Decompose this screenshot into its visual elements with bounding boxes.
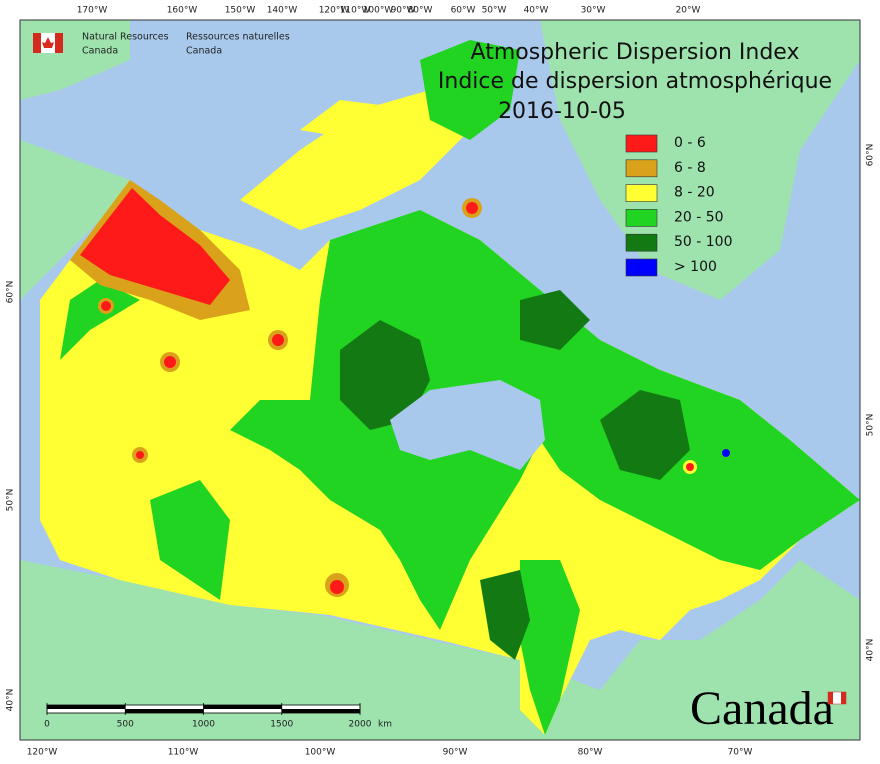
flag-band <box>33 33 41 53</box>
scale-label: 0 <box>44 720 50 730</box>
latitude-label: 50°N <box>866 414 876 437</box>
dark-green-zone <box>520 290 590 350</box>
scale-bar-segment <box>47 705 126 709</box>
hot-spot <box>101 301 111 311</box>
hot-spot <box>136 451 144 459</box>
arctic-islands <box>300 100 380 140</box>
hot-spot <box>272 334 284 346</box>
legend-label: 6 - 8 <box>674 160 706 176</box>
longitude-label: 150°W <box>225 6 256 16</box>
longitude-label: 170°W <box>77 6 108 16</box>
legend-swatch <box>625 209 658 227</box>
green-zone <box>520 560 580 735</box>
agency-en: Canada <box>82 46 118 57</box>
scale-label: 500 <box>117 720 134 730</box>
latitude-label: 40°N <box>6 689 16 712</box>
latitude-label: 50°N <box>6 489 16 512</box>
hot-spot <box>330 580 344 594</box>
greenland <box>540 20 860 300</box>
longitude-label: 20°W <box>676 6 701 16</box>
legend-swatch <box>625 184 658 202</box>
longitude-label: 120°W <box>27 748 58 758</box>
longitude-label: 60°W <box>451 6 476 16</box>
longitude-label: 100°W <box>305 748 336 758</box>
legend-label: > 100 <box>674 259 717 275</box>
longitude-label: 80°W <box>578 748 603 758</box>
wordmark-flag <box>828 692 833 704</box>
legend-swatch <box>625 258 658 277</box>
scale-bar-segment <box>203 705 282 709</box>
hudson-bay <box>390 380 545 470</box>
longitude-label: 40°W <box>524 6 549 16</box>
longitude-label: 50°W <box>482 6 507 16</box>
longitude-label: 80°W <box>408 6 433 16</box>
green-zone <box>230 210 860 630</box>
scale-bar-segment <box>281 709 360 713</box>
green-zone <box>420 40 520 140</box>
hot-spot <box>164 356 176 368</box>
scale-label: 1000 <box>192 720 215 730</box>
flag-leaf <box>42 37 54 48</box>
longitude-label: 120°W <box>319 6 350 16</box>
scale-label: 2000 <box>349 720 372 730</box>
frame <box>19 19 861 741</box>
hot-spot <box>466 202 478 214</box>
longitude-label: 140°W <box>267 6 298 16</box>
hot-spot <box>686 463 694 471</box>
wordmark-flag <box>841 692 846 704</box>
date: 2016-10-05 <box>498 99 626 124</box>
red-zone <box>80 188 230 305</box>
longitude-label: 70°W <box>728 748 753 758</box>
longitude-label: 100°W <box>363 6 394 16</box>
legend-label: 50 - 100 <box>674 234 733 250</box>
scale-unit: km <box>378 720 392 730</box>
legend-swatch <box>625 233 658 252</box>
legend-label: 8 - 20 <box>674 185 715 201</box>
latitude-label: 60°N <box>6 281 16 304</box>
scale-bar-segment <box>125 709 204 713</box>
dark-green-zone <box>480 570 530 660</box>
green-zone <box>150 480 230 600</box>
agency-en: Natural Resources <box>82 32 169 43</box>
agency-fr: Canada <box>186 46 222 57</box>
longitude-label: 110°W <box>340 6 371 16</box>
hot-spots <box>98 198 730 597</box>
legend-label: 20 - 50 <box>674 209 724 225</box>
wordmark: Canada <box>690 682 834 735</box>
dark-green-zone <box>340 320 430 430</box>
green-zone <box>60 280 140 360</box>
latitude-label: 60°N <box>866 144 876 167</box>
longitude-label: 110°W <box>168 748 199 758</box>
alaska <box>20 140 130 300</box>
flag-band <box>55 33 63 53</box>
agency-fr: Ressources naturelles <box>186 32 290 43</box>
longitude-label: 90°W <box>443 748 468 758</box>
latitude-label: 40°N <box>866 639 876 662</box>
scale-label: 1500 <box>270 720 293 730</box>
legend-swatch <box>625 134 658 153</box>
title: Indice de dispersion atmosphérique <box>438 69 832 94</box>
longitude-label: 160°W <box>167 6 198 16</box>
title: Atmospheric Dispersion Index <box>471 40 800 65</box>
dark-green-zone <box>600 390 690 480</box>
longitude-label: 90°W <box>391 6 416 16</box>
legend-swatch <box>625 159 658 178</box>
hot-spot <box>722 449 730 457</box>
arctic-islands <box>240 90 470 230</box>
longitude-label: 30°W <box>581 6 606 16</box>
legend-label: 0 - 6 <box>674 135 706 151</box>
